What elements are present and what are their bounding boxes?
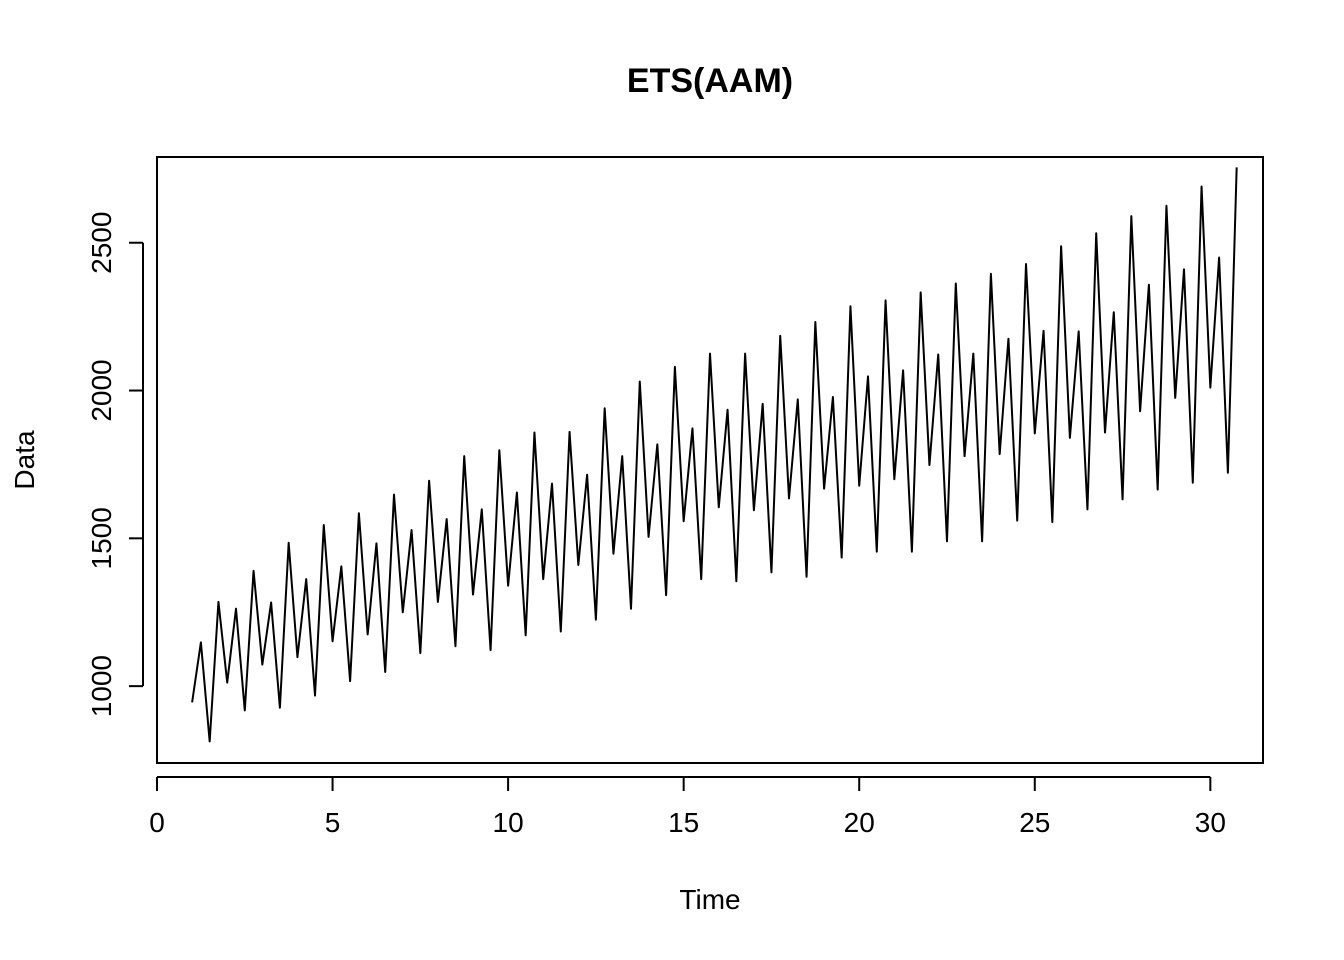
y-tick-label: 2000 — [86, 359, 117, 421]
y-axis: 1000 1500 2000 2500 — [86, 212, 144, 717]
x-tick-label: 30 — [1195, 807, 1226, 838]
x-tick-label: 25 — [1019, 807, 1050, 838]
y-tick-label: 1000 — [86, 655, 117, 717]
x-tick-label: 10 — [493, 807, 524, 838]
x-tick-label: 15 — [668, 807, 699, 838]
x-axis: 0 5 10 15 20 25 30 — [149, 776, 1226, 838]
plot-frame — [156, 156, 1264, 764]
series-line — [191, 167, 1238, 743]
y-tick-label: 2500 — [86, 212, 117, 274]
x-tick-label: 5 — [325, 807, 341, 838]
x-tick-label: 0 — [149, 807, 165, 838]
x-axis-label: Time — [679, 884, 740, 915]
y-tick-label: 1500 — [86, 507, 117, 569]
x-tick-label: 20 — [844, 807, 875, 838]
y-axis-label: Data — [9, 430, 40, 490]
series-layer — [191, 167, 1238, 743]
chart-title: ETS(AAM) — [627, 62, 793, 100]
